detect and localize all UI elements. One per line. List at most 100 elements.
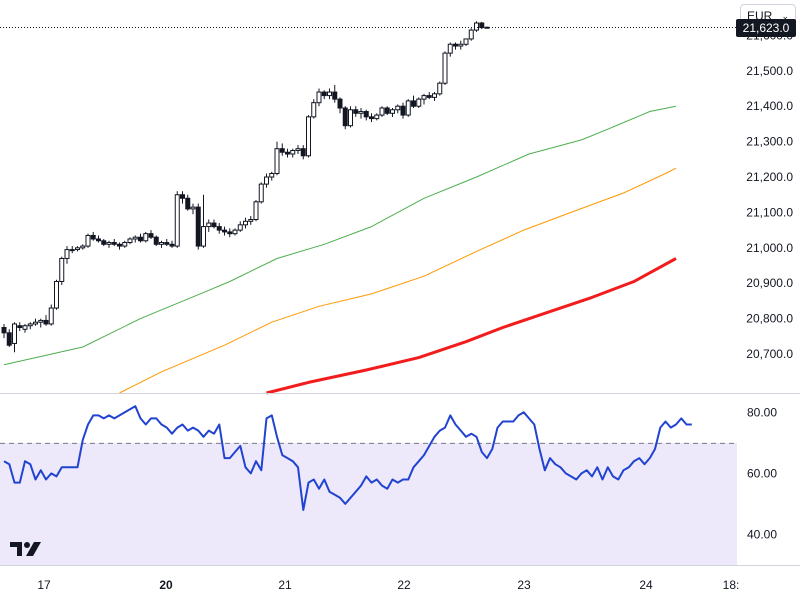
candle — [295, 145, 301, 155]
candle — [316, 88, 322, 107]
candle — [426, 92, 432, 100]
price-pane[interactable] — [1, 21, 677, 395]
candle-body — [201, 226, 206, 247]
candle — [363, 109, 369, 121]
candle — [201, 194, 206, 248]
candle-body — [269, 172, 275, 178]
time-axis-tick-label: 23 — [517, 578, 531, 592]
tradingview-logo[interactable] — [10, 540, 44, 558]
candle-body — [390, 109, 395, 114]
candle — [311, 99, 317, 119]
candle-body — [290, 149, 296, 155]
candle — [390, 107, 395, 117]
candle — [306, 115, 311, 158]
candle — [143, 231, 149, 243]
candle-body — [27, 323, 33, 327]
time-axis-tick-label: 17 — [37, 578, 51, 592]
price-axis-tick-label: 20,800.0 — [746, 312, 793, 326]
candle-body — [38, 319, 44, 323]
candle-body — [111, 242, 117, 245]
rsi-pane[interactable] — [3, 405, 692, 511]
candle — [285, 148, 290, 158]
candle — [54, 279, 59, 310]
candle-body — [54, 280, 59, 309]
price-axis-tick-label: 20,900.0 — [746, 276, 793, 290]
candle — [432, 92, 437, 101]
candle — [111, 238, 117, 247]
candle-body — [311, 102, 317, 118]
candle — [442, 51, 448, 85]
candle-body — [300, 148, 306, 157]
candle — [447, 42, 453, 57]
candle-body — [384, 107, 390, 114]
candle-body — [416, 98, 422, 107]
time-axis-tick-label: 20 — [159, 578, 173, 592]
candle-body — [69, 249, 75, 252]
candle-body — [174, 194, 180, 247]
candle — [479, 21, 485, 30]
candle — [138, 233, 143, 243]
price-axis-tick-label: 21,300.0 — [746, 135, 793, 149]
candle-body — [117, 243, 122, 247]
candle — [190, 203, 196, 215]
candle-body — [363, 111, 369, 118]
candle-body — [180, 194, 185, 199]
candle — [106, 240, 112, 248]
candle-body — [369, 116, 374, 120]
candle — [169, 240, 175, 248]
candle — [348, 106, 353, 128]
candle — [274, 141, 280, 176]
candle — [405, 99, 411, 117]
candle — [253, 200, 259, 222]
candle — [96, 235, 101, 243]
time-axis[interactable]: 17 20 21 22 23 24 18: — [37, 578, 739, 592]
price-axis[interactable]: 21,600.021,500.021,400.021,300.021,200.0… — [746, 28, 793, 361]
candle-body — [17, 325, 23, 329]
candle — [243, 217, 248, 229]
candle-body — [12, 323, 17, 344]
candle-body — [6, 332, 12, 346]
candle-body — [258, 183, 264, 203]
moving-average-line-2 — [119, 167, 677, 394]
candle-body — [379, 107, 385, 116]
candle-body — [80, 245, 86, 249]
candle — [185, 194, 191, 211]
time-axis-tick-label: 21 — [278, 578, 292, 592]
candle-body — [332, 91, 338, 100]
candle — [232, 228, 238, 236]
candle — [321, 90, 327, 100]
candle — [222, 226, 227, 236]
rsi-axis[interactable]: 80.00 60.00 40.00 — [747, 405, 777, 541]
candle-body — [59, 257, 65, 282]
candle-body — [264, 176, 269, 185]
candle — [43, 315, 49, 326]
candle-body — [216, 226, 222, 231]
price-axis-tick-label: 21,500.0 — [746, 64, 793, 78]
candle-body — [211, 222, 217, 228]
candle-body — [285, 151, 290, 155]
candle-body — [232, 229, 238, 235]
candle-body — [306, 116, 311, 157]
candle-body — [122, 242, 128, 247]
candle — [164, 238, 170, 247]
candle — [264, 173, 269, 188]
candle — [122, 240, 128, 248]
candle-body — [374, 114, 380, 120]
time-axis-tick-label: 18: — [723, 578, 740, 592]
candle — [33, 318, 38, 326]
candle-body — [295, 148, 301, 151]
candle — [38, 318, 44, 328]
candle-body — [195, 206, 201, 247]
price-axis-tick-label: 21,000.0 — [746, 241, 793, 255]
candle — [453, 42, 458, 50]
candle — [127, 237, 133, 245]
candle — [290, 148, 296, 158]
chevron-down-icon: ⌄ — [781, 10, 789, 21]
candle-body — [474, 22, 479, 31]
candle-body — [458, 43, 464, 47]
candle — [332, 84, 338, 103]
candle-body — [206, 222, 212, 228]
candle-body — [106, 242, 112, 245]
candle-body — [342, 107, 348, 127]
